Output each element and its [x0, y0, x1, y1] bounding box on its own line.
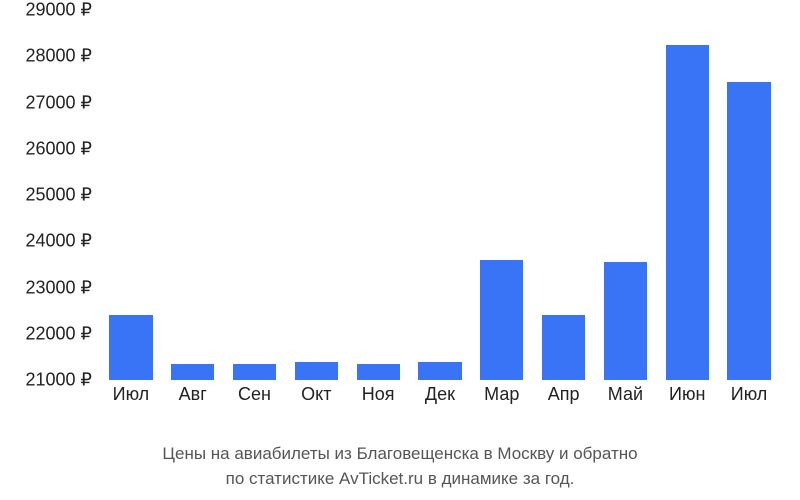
- y-tick-label: 24000 ₽: [25, 231, 92, 252]
- x-tick-label: Ноя: [347, 384, 409, 405]
- bar: [542, 315, 585, 380]
- bar-slot: [533, 10, 595, 380]
- y-tick-label: 29000 ₽: [25, 0, 92, 21]
- x-tick-label: Апр: [533, 384, 595, 405]
- y-tick-label: 22000 ₽: [25, 323, 92, 344]
- x-tick-label: Дек: [409, 384, 471, 405]
- y-tick-label: 21000 ₽: [25, 370, 92, 391]
- bar-slot: [162, 10, 224, 380]
- bar-slot: [718, 10, 780, 380]
- bars-container: [100, 10, 780, 380]
- bar: [295, 362, 338, 381]
- bar-slot: [471, 10, 533, 380]
- bar-slot: [656, 10, 718, 380]
- x-tick-label: Июл: [100, 384, 162, 405]
- bar-slot: [224, 10, 286, 380]
- x-tick-label: Окт: [285, 384, 347, 405]
- y-tick-label: 23000 ₽: [25, 277, 92, 298]
- y-tick-label: 26000 ₽: [25, 138, 92, 159]
- bar: [666, 45, 709, 380]
- bar: [357, 364, 400, 380]
- y-axis: 21000 ₽22000 ₽23000 ₽24000 ₽25000 ₽26000…: [0, 10, 100, 380]
- bar-slot: [347, 10, 409, 380]
- bar-slot: [100, 10, 162, 380]
- bar-slot: [595, 10, 657, 380]
- x-tick-label: Июн: [656, 384, 718, 405]
- bar: [480, 260, 523, 380]
- x-tick-label: Июл: [718, 384, 780, 405]
- bar: [418, 362, 461, 381]
- x-tick-label: Сен: [224, 384, 286, 405]
- bar: [171, 364, 214, 380]
- plot-area: [100, 10, 780, 380]
- x-tick-label: Мар: [471, 384, 533, 405]
- bar: [109, 315, 152, 380]
- y-tick-label: 27000 ₽: [25, 92, 92, 113]
- x-tick-label: Май: [595, 384, 657, 405]
- price-chart: 21000 ₽ 22000 ₽ 23000 ₽ 24000 ₽ 25000 ₽ 26000…: [0, 0, 800, 440]
- bar-slot: [285, 10, 347, 380]
- y-tick-label: 28000 ₽: [25, 46, 92, 67]
- bar: [727, 82, 770, 380]
- caption-line-1: Цены на авиабилеты из Благовещенска в Мо…: [0, 442, 800, 467]
- bar: [233, 364, 276, 380]
- caption-line-2: по статистике AvTicket.ru в динамике за …: [0, 467, 800, 492]
- chart-caption: Цены на авиабилеты из Благовещенска в Мо…: [0, 442, 800, 491]
- bar-slot: [409, 10, 471, 380]
- x-tick-label: Авг: [162, 384, 224, 405]
- x-axis: ИюлАвгСенОктНояДекМарАпрМайИюнИюл: [100, 384, 780, 405]
- y-tick-label: 25000 ₽: [25, 185, 92, 206]
- bar: [604, 262, 647, 380]
